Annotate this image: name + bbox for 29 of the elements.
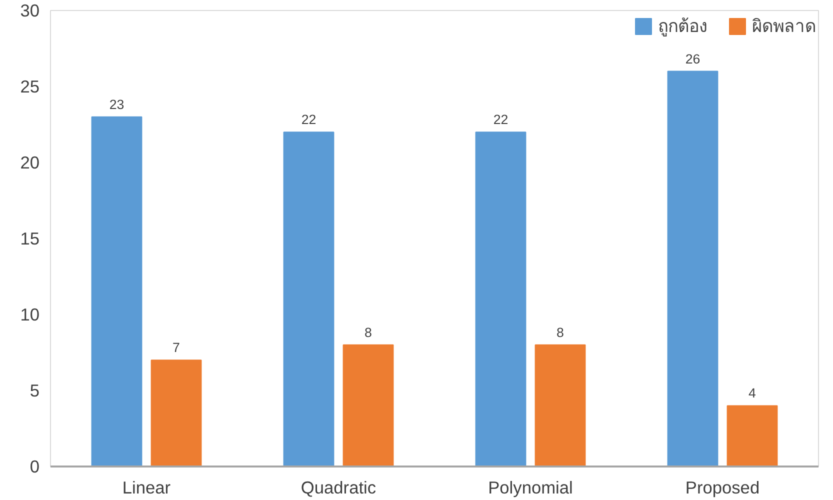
bar [91,116,142,466]
x-tick-label: Proposed [685,478,760,498]
bar [475,132,526,466]
x-tick-label: Linear [122,478,171,498]
bar [342,344,394,466]
data-label: 8 [556,324,564,340]
data-label: 26 [685,51,700,66]
y-tick-label: 0 [30,456,40,476]
bar [667,70,718,466]
data-label: 7 [172,340,180,356]
x-tick-label: Quadratic [300,478,376,498]
y-tick-label: 30 [20,0,40,20]
x-tick-label: Polynomial [488,478,573,498]
bar [534,344,586,466]
data-label: 8 [364,324,372,340]
y-tick-label: 15 [20,228,40,248]
legend-label: ถูกต้อง [658,15,707,38]
y-tick-label: 20 [20,152,40,172]
legend-label: ผิดพลาด [752,15,816,38]
data-label: 23 [109,96,124,112]
y-tick-label: 25 [20,76,40,96]
data-label: 22 [493,112,508,128]
data-label: 22 [301,112,316,128]
bar [726,405,778,466]
data-label: 4 [748,386,757,401]
bar [283,132,334,466]
bar [150,360,202,466]
y-tick-label: 10 [20,304,40,324]
y-tick-label: 5 [30,380,40,400]
